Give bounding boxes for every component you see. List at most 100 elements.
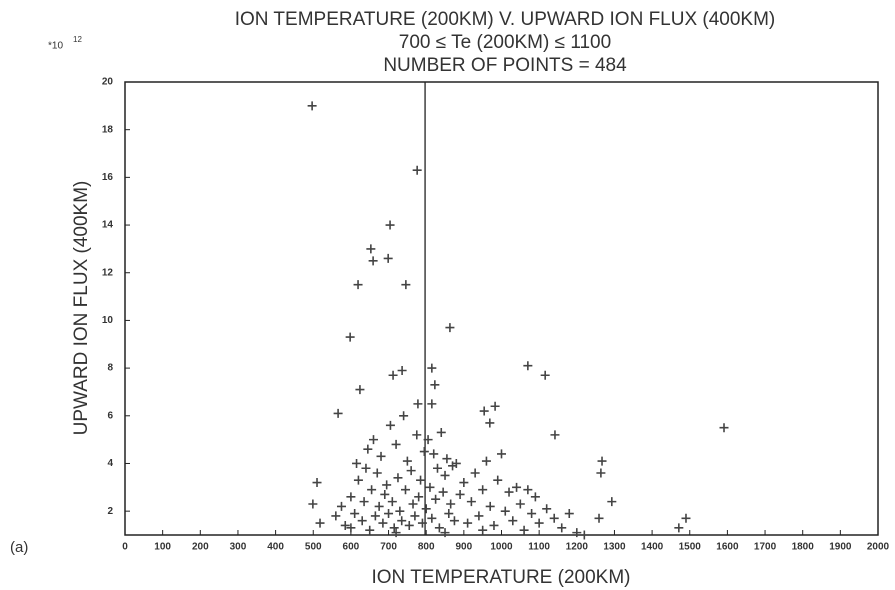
scatter-point: [444, 509, 454, 519]
scatter-point: [372, 468, 382, 478]
scatter-point: [368, 435, 378, 445]
scatter-point: [350, 509, 360, 519]
scatter-point: [370, 511, 380, 521]
y-tick-label: 2: [107, 506, 113, 517]
scatter-point: [519, 525, 529, 535]
scatter-point: [504, 487, 514, 497]
scatter-point: [365, 525, 375, 535]
scatter-point: [395, 506, 405, 516]
x-tick-label: 100: [154, 542, 171, 553]
scatter-point: [490, 401, 500, 411]
scatter-point: [345, 332, 355, 342]
scatter-point: [429, 449, 439, 459]
scatter-point: [438, 487, 448, 497]
x-tick-label: 500: [305, 542, 322, 553]
scatter-point: [389, 523, 399, 533]
scatter-point: [315, 518, 325, 528]
scatter-point: [382, 480, 392, 490]
scatter-point: [445, 323, 455, 333]
scatter-point: [466, 497, 476, 507]
scatter-point: [399, 411, 409, 421]
y-tick-label: 16: [102, 172, 114, 183]
x-tick-label: 900: [456, 542, 473, 553]
scatter-point: [527, 509, 537, 519]
scatter-point: [431, 494, 441, 504]
scatter-point: [427, 513, 437, 523]
scatter-point: [353, 280, 363, 290]
scatter-point: [440, 528, 450, 538]
scatter-point: [357, 516, 367, 526]
scatter-point: [312, 478, 322, 488]
scatter-point: [346, 523, 356, 533]
scatter-point: [413, 399, 423, 409]
scatter-point: [572, 528, 582, 538]
scatter-point: [307, 101, 317, 111]
scatter-point: [596, 468, 606, 478]
scatter-point: [523, 485, 533, 495]
y-tick-label: 12: [102, 267, 114, 278]
scatter-point: [376, 451, 386, 461]
scatter-point: [378, 518, 388, 528]
scatter-point: [385, 220, 395, 230]
scatter-point: [485, 501, 495, 511]
scatter-point: [550, 430, 560, 440]
scatter-point: [681, 513, 691, 523]
scatter-point: [542, 504, 552, 514]
scatter-point: [508, 516, 518, 526]
scatter-point: [423, 435, 433, 445]
scatter-point: [481, 456, 491, 466]
scatter-point: [366, 244, 376, 254]
scatter-point: [442, 454, 452, 464]
scatter-point: [523, 361, 533, 371]
y-tick-label: 4: [107, 458, 113, 469]
scatter-point: [449, 516, 459, 526]
scatter-point: [474, 511, 484, 521]
scatter-point: [333, 408, 343, 418]
x-tick-label: 700: [380, 542, 397, 553]
scatter-point: [463, 518, 473, 528]
x-tick-label: 300: [230, 542, 247, 553]
scatter-point: [432, 463, 442, 473]
y-tick-label: 6: [107, 410, 113, 421]
scatter-point: [401, 280, 411, 290]
x-tick-label: 1200: [566, 542, 589, 553]
x-tick-label: 400: [267, 542, 284, 553]
y-scale-exponent: 12: [73, 35, 82, 44]
scatter-point: [440, 470, 450, 480]
y-axis-label: UPWARD ION FLUX (400KM): [71, 181, 92, 436]
scatter-point: [416, 475, 426, 485]
scatter-point: [352, 458, 362, 468]
scatter-point: [385, 420, 395, 430]
scatter-point: [374, 501, 384, 511]
x-tick-label: 200: [192, 542, 209, 553]
scatter-point: [380, 489, 390, 499]
scatter-point: [391, 528, 401, 538]
y-scale-base: *10: [48, 41, 63, 52]
scatter-point: [674, 523, 684, 533]
scatter-point: [383, 253, 393, 263]
x-tick-label: 1000: [490, 542, 513, 553]
scatter-point: [530, 492, 540, 502]
scatter-point: [489, 520, 499, 530]
x-tick-label: 0: [122, 542, 128, 553]
scatter-point: [384, 509, 394, 519]
x-tick-label: 600: [343, 542, 360, 553]
panel-label: (a): [10, 539, 28, 556]
scatter-point: [388, 370, 398, 380]
scatter-point: [446, 499, 456, 509]
scatter-point: [451, 458, 461, 468]
scatter-point: [512, 482, 522, 492]
scatter-point: [353, 475, 363, 485]
scatter-point: [597, 456, 607, 466]
scatter-point: [549, 513, 559, 523]
y-tick-label: 8: [107, 363, 113, 374]
scatter-point: [412, 430, 422, 440]
chart-subtitle: NUMBER OF POINTS = 484: [383, 55, 627, 76]
scatter-point: [478, 525, 488, 535]
scatter-point: [367, 485, 377, 495]
scatter-point: [470, 468, 480, 478]
x-tick-label: 1500: [679, 542, 702, 553]
x-tick-label: 1100: [528, 542, 550, 553]
x-axis-label: ION TEMPERATURE (200KM): [371, 567, 630, 588]
